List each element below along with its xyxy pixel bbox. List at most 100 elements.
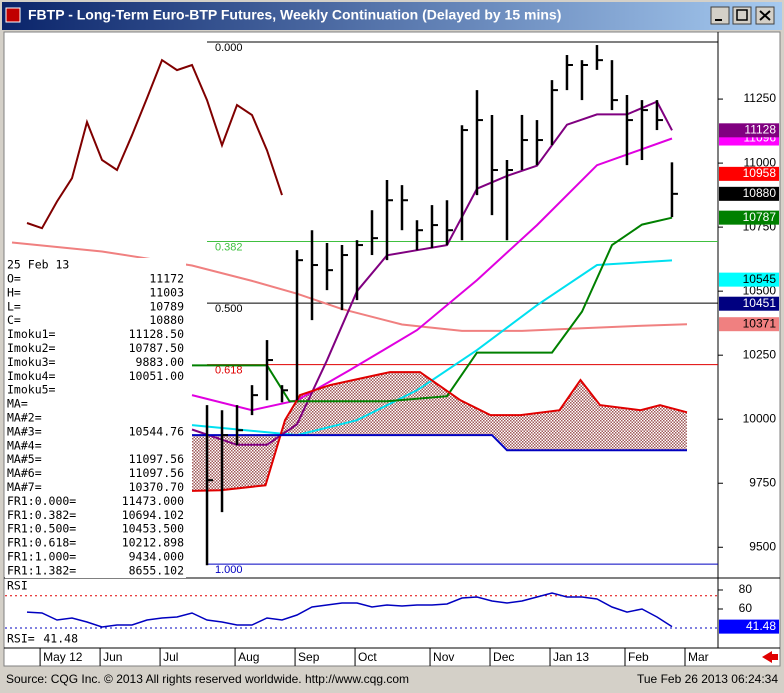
window-buttons[interactable]	[710, 6, 775, 25]
plot: 950097501000010250105001075011000112500.…	[5, 41, 779, 666]
indicator-line	[26, 592, 673, 628]
info-label: FR1:1.000=	[7, 550, 76, 564]
info-value: 10544.76	[129, 424, 184, 438]
info-value: 11097.56	[129, 466, 184, 480]
info-label: Imoku4=	[7, 369, 56, 383]
x-tick-label: Dec	[493, 650, 514, 664]
rsi-marker	[719, 619, 779, 634]
timestamp: Tue Feb 26 2013 06:24:34	[637, 672, 778, 686]
info-label: H=	[7, 285, 21, 299]
price-marker-label: 10880	[743, 186, 777, 200]
info-value: 10694.102	[122, 508, 184, 522]
info-label: MA#4=	[7, 438, 42, 452]
maximize-icon	[736, 9, 748, 21]
x-tick-label: Feb	[628, 650, 649, 664]
indicator-line	[26, 58, 283, 230]
info-label: FR1:0.382=	[7, 508, 76, 522]
y-tick-label: 10000	[743, 411, 777, 425]
price-marker	[719, 123, 779, 138]
rsi-tick-label: 80	[739, 582, 753, 596]
window-title: FBTP - Long-Term Euro-BTP Futures, Weekl…	[28, 7, 561, 23]
price-marker-label: 10545	[743, 272, 777, 286]
info-label: MA=	[7, 397, 28, 411]
y-tick-label: 11000	[744, 155, 777, 169]
info-value: 9434.000	[129, 550, 184, 564]
info-label: MA#3=	[7, 424, 42, 438]
info-value: 11172	[149, 272, 184, 286]
fib-label: 0.382	[215, 241, 243, 253]
info-label: MA#6=	[7, 466, 42, 480]
info-label: O=	[7, 272, 21, 286]
info-label: L=	[7, 299, 21, 313]
x-tick-label: Oct	[358, 650, 377, 664]
x-tick-label: May 12	[43, 650, 83, 664]
x-tick-label: Jan 13	[553, 650, 589, 664]
fib-label: 0.500	[215, 303, 243, 315]
fib-label: 0.000	[215, 42, 243, 54]
info-label: MA#2=	[7, 411, 42, 425]
price-marker	[719, 272, 779, 287]
price-marker-label: 11128	[744, 122, 776, 136]
indicator-line	[192, 434, 687, 452]
price-marker	[719, 186, 779, 201]
info-label: Imoku5=	[7, 383, 56, 397]
close-icon	[759, 10, 771, 21]
info-panel	[5, 258, 186, 578]
info-value: 11128.50	[129, 327, 184, 341]
rsi-tick-label: 60	[739, 601, 753, 615]
x-tick-label: Aug	[238, 650, 259, 664]
app-icon	[5, 7, 21, 23]
info-label: Imoku2=	[7, 341, 56, 355]
price-marker-label: 10451	[743, 296, 777, 310]
info-label: Imoku1=	[7, 327, 56, 341]
indicator-line	[191, 259, 673, 437]
info-value: 9883.00	[136, 355, 185, 369]
price-marker	[719, 166, 779, 181]
rsi-readout: 41.48	[43, 632, 78, 646]
info-date: 25 Feb 13	[7, 258, 69, 272]
fib-label: 1.000	[215, 564, 243, 576]
indicator-line	[191, 137, 673, 412]
indicator-line	[191, 371, 688, 492]
info-label: FR1:0.000=	[7, 494, 76, 508]
minimize-button[interactable]	[710, 6, 730, 25]
price-marker	[719, 296, 779, 311]
info-label: FR1:0.500=	[7, 522, 76, 536]
info-value: 10370.70	[129, 480, 184, 494]
price-marker-label: 10787	[743, 210, 777, 224]
info-label: FR1:0.618=	[7, 536, 76, 550]
y-tick-label: 11250	[744, 91, 777, 105]
rsi-readout-box	[5, 632, 80, 646]
scroll-arrow[interactable]	[762, 651, 778, 663]
info-value: 10051.00	[129, 369, 184, 383]
y-tick-label: 10250	[743, 347, 777, 361]
x-tick-label: Mar	[688, 650, 709, 664]
info-label: Imoku3=	[7, 355, 56, 369]
info-label: C=	[7, 313, 21, 327]
info-value: 10787.50	[129, 341, 184, 355]
rsi-title: RSI	[7, 579, 28, 593]
rsi-readout-label: RSI=	[7, 632, 35, 646]
indicator-line	[191, 100, 673, 446]
price-marker-label: 10371	[743, 316, 777, 330]
info-value: 11003	[149, 285, 184, 299]
fib-label: 0.618	[215, 365, 243, 377]
rsi-marker-label: 41.48	[746, 619, 776, 633]
x-tick-label: Jul	[163, 650, 178, 664]
y-tick-label: 10500	[743, 283, 777, 297]
y-tick-label: 9500	[749, 539, 776, 553]
info-value: 10212.898	[122, 536, 184, 550]
info-value: 10789	[149, 299, 184, 313]
info-value: 10453.500	[122, 522, 184, 536]
x-tick-label: Sep	[298, 650, 320, 664]
info-value: 11097.56	[129, 452, 184, 466]
info-label: MA#7=	[7, 480, 42, 494]
title-bar	[2, 2, 782, 30]
x-tick-label: Nov	[433, 650, 454, 664]
price-marker-label: 10958	[743, 166, 777, 180]
x-tick-label: Jun	[103, 650, 122, 664]
y-tick-label: 9750	[749, 475, 776, 489]
info-value: 10880	[149, 313, 184, 327]
